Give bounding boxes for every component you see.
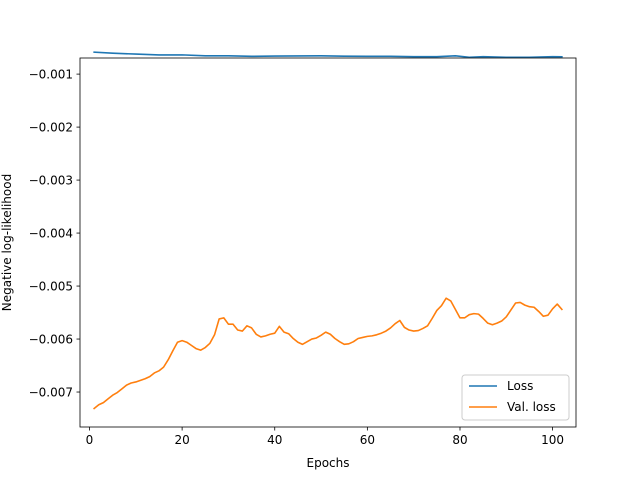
x-tick-label: 20	[174, 433, 189, 447]
x-tick-label: 80	[452, 433, 467, 447]
legend: Loss Val. loss	[461, 374, 570, 421]
y-tick-label: −0.005	[29, 280, 73, 294]
x-tick-label: 100	[541, 433, 564, 447]
series-line-loss	[93, 51, 563, 59]
y-tick-label: −0.007	[29, 386, 73, 400]
y-tick-label: −0.006	[29, 333, 73, 347]
x-axis-label: Epochs	[307, 456, 350, 470]
series-layer	[93, 51, 563, 410]
axes-frame	[79, 57, 577, 428]
y-axis-label: Negative log-likelihood	[0, 174, 14, 311]
x-tick-label: 0	[86, 433, 94, 447]
x-tick-label: 40	[267, 433, 282, 447]
x-tick-label: 60	[360, 433, 375, 447]
y-tick-label: −0.001	[29, 68, 73, 82]
y-tick-label: −0.002	[29, 121, 73, 135]
plot-area	[80, 58, 576, 427]
ticks-layer: 0 20 40 60 80 100 −0.007 −0.006 −0.005 −0.004 −0.0…	[29, 68, 564, 447]
y-tick-label: −0.003	[29, 174, 73, 188]
series-line-val-loss	[93, 297, 563, 410]
legend-label-val-loss: Val. loss	[507, 400, 556, 414]
y-tick-label: −0.004	[29, 227, 73, 241]
legend-label-loss: Loss	[507, 379, 533, 393]
